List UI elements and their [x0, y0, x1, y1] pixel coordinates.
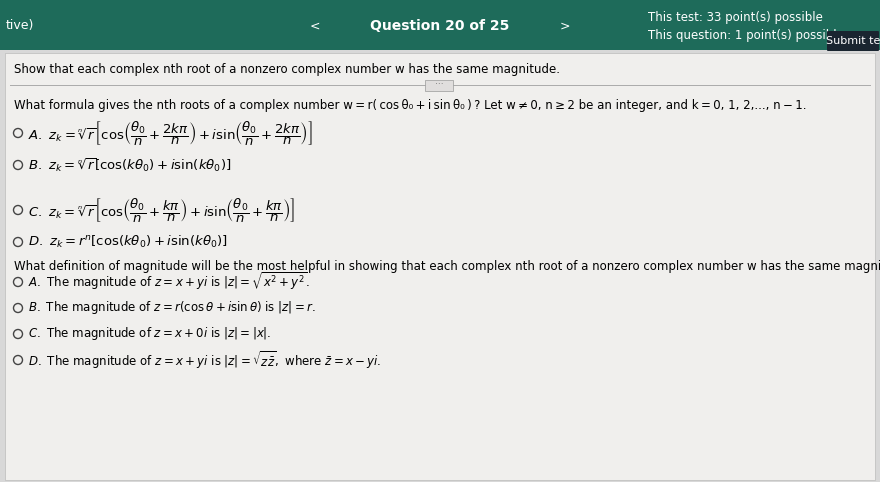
Text: Question 20 of 25: Question 20 of 25 [370, 19, 510, 33]
Text: $B.\ z_k = \sqrt[n]{r}\left[\cos\!\left(k\theta_0\right)+i\sin\!\left(k\theta_0\: $B.\ z_k = \sqrt[n]{r}\left[\cos\!\left(… [28, 156, 231, 174]
FancyBboxPatch shape [827, 31, 879, 51]
Text: $D.\ \text{The magnitude of }z = x + yi\text{ is }|z| = \sqrt{z\bar{z}},\text{ w: $D.\ \text{The magnitude of }z = x + yi\… [28, 349, 381, 371]
Text: $C.\ z_k = \sqrt[n]{r}\left[\cos\!\left(\dfrac{\theta_0}{n}+\dfrac{k\pi}{n}\righ: $C.\ z_k = \sqrt[n]{r}\left[\cos\!\left(… [28, 196, 296, 224]
Text: tive): tive) [6, 19, 34, 32]
Text: This test: 33 point(s) possible: This test: 33 point(s) possible [648, 12, 823, 25]
Bar [425, 80, 453, 91]
Text: $D.\ z_k = r^n\left[\cos\!\left(k\theta_0\right)+i\sin\!\left(k\theta_0\right)\r: $D.\ z_k = r^n\left[\cos\!\left(k\theta_… [28, 234, 228, 250]
Text: $A.\ z_k = \sqrt[n]{r}\left[\cos\!\left(\dfrac{\theta_0}{n}+\dfrac{2k\pi}{n}\rig: $A.\ z_k = \sqrt[n]{r}\left[\cos\!\left(… [28, 119, 312, 147]
Text: >: > [560, 19, 570, 32]
Text: <: < [310, 19, 320, 32]
Text: $C.\ \text{The magnitude of }z = x + 0i\text{ is }|z| = |x|.$: $C.\ \text{The magnitude of }z = x + 0i\… [28, 325, 271, 343]
Text: This question: 1 point(s) possible: This question: 1 point(s) possible [648, 28, 844, 41]
Text: What formula gives the nth roots of a complex number w = r( cos θ₀ + i sin θ₀ ) : What formula gives the nth roots of a co… [14, 99, 806, 112]
Text: Submit te: Submit te [825, 36, 880, 46]
Text: What definition of magnitude will be the most helpful in showing that each compl: What definition of magnitude will be the… [14, 260, 880, 273]
Text: $A.\ \text{The magnitude of }z = x + yi\text{ is }|z| = \sqrt{x^2+y^2}.$: $A.\ \text{The magnitude of }z = x + yi\… [28, 271, 310, 293]
Bar [0, 0, 880, 50]
Text: Show that each complex nth root of a nonzero complex number w has the same magni: Show that each complex nth root of a non… [14, 63, 560, 76]
Text: $B.\ \text{The magnitude of }z = r(\cos\theta + i\sin\theta)\text{ is }|z| = r.$: $B.\ \text{The magnitude of }z = r(\cos\… [28, 299, 316, 317]
Bar [5, 53, 875, 480]
Text: ···: ··· [435, 80, 444, 90]
